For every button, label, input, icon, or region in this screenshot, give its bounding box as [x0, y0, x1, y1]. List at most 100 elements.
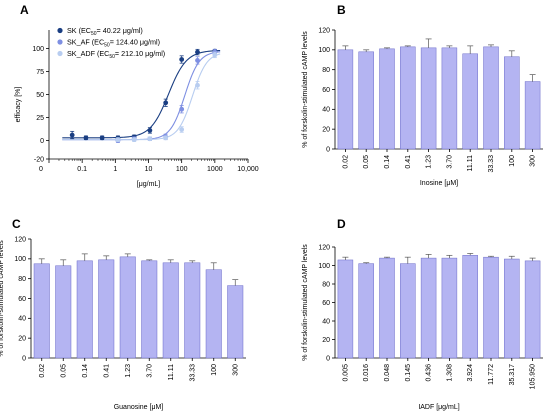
x-tick-label: 1 [113, 166, 117, 173]
x-tick-label: 100 [509, 155, 516, 167]
data-point [147, 128, 153, 133]
panel-d: D 0 20 40 60 80 100 120 0.005 0.016 0.048 0.145 0.43… [302, 217, 543, 411]
bar [379, 257, 395, 359]
bar [524, 81, 541, 150]
panel-b: B 0 20 40 60 80 100 120 0.02 0.05 0.14 0.41 1.23 3.70… [302, 3, 543, 187]
legend-entry: SK_ADF (EC50= 212.10 μg/ml) [67, 49, 165, 60]
data-point [69, 132, 75, 138]
data-point [147, 136, 153, 142]
bar [441, 257, 458, 359]
y-tick-label: 25 [36, 115, 44, 122]
legend-ec50: = 212.10 μg/ml) [115, 49, 165, 58]
y-tick-label: 0 [326, 146, 330, 153]
bar [400, 46, 416, 150]
x-tick-label: 300 [232, 364, 239, 376]
bar [379, 48, 395, 150]
y-tick-label: 80 [18, 276, 26, 283]
bar [483, 46, 499, 150]
y-tick-label: 40 [18, 316, 26, 323]
bar [400, 263, 416, 359]
legend-subscript: 50 [109, 54, 115, 60]
legend-series-name: SK (EC [67, 26, 91, 35]
legend-series-name: SK_AF (EC [67, 38, 104, 47]
legend-marker [57, 39, 63, 45]
legend-entry: SK_AF (EC50= 124.40 μg/ml) [67, 38, 160, 49]
bar [441, 47, 458, 150]
data-point [163, 135, 169, 141]
x-tick-label: 10,000 [237, 166, 259, 173]
x-tick-label: 0.016 [363, 364, 370, 382]
x-tick-label: 10 [145, 166, 153, 173]
x-tick-label: 3.70 [146, 364, 153, 378]
data-point [195, 49, 200, 55]
y-tick-label: 100 [14, 256, 26, 263]
y-tick-label: 100 [32, 46, 44, 53]
y-tick-label: 60 [322, 87, 330, 94]
y-tick-label: 60 [18, 296, 26, 303]
bar [337, 259, 354, 359]
data-point [115, 137, 121, 143]
x-tick-label: 3.70 [446, 155, 453, 169]
bar [119, 256, 136, 359]
x-tick-label: 0.02 [39, 364, 46, 378]
data-point [212, 52, 218, 58]
data-point [179, 127, 185, 132]
x-tick-label: 33.33 [488, 155, 495, 173]
bar [55, 265, 72, 359]
x-tick-label: 0.02 [342, 155, 349, 169]
data-point [179, 106, 185, 112]
x-tick-label: 0.41 [103, 364, 110, 378]
fit-curve [62, 53, 221, 141]
legend-ec50: = 40.22 μg/ml) [97, 26, 143, 35]
panel-label: B [337, 3, 346, 17]
bar [420, 257, 437, 359]
y-tick-label: 80 [322, 67, 330, 74]
x-tick-label: 11.11 [168, 364, 175, 381]
y-tick-label: 40 [322, 318, 330, 325]
x-tick-label: 0.14 [384, 155, 391, 169]
x-tick-label: 105.950 [530, 364, 537, 389]
y-axis-label: % of forskolin-stimulated cAMP levels [302, 31, 309, 148]
x-axis-label: Guanosine [μM] [114, 404, 164, 411]
x-tick-label: 0.14 [82, 364, 89, 378]
legend-series-name: SK_ADF (EC [67, 49, 109, 58]
x-tick-label: 11.772 [488, 364, 495, 385]
y-tick-label: 100 [318, 263, 330, 270]
y-tick-label: 120 [318, 27, 330, 34]
panel-label: A [20, 3, 29, 17]
bar [205, 269, 222, 359]
x-tick-label: 33.33 [189, 364, 196, 382]
bar [358, 263, 374, 359]
y-axis-label: efficacy [%] [15, 87, 22, 123]
legend-marker [57, 50, 63, 57]
y-tick-label: 40 [322, 107, 330, 114]
y-tick-label: 100 [318, 47, 330, 54]
bar [141, 260, 158, 359]
x-tick-label: 1.23 [125, 364, 132, 378]
bar [524, 260, 541, 359]
fit-curve [62, 50, 221, 139]
bar [162, 262, 179, 359]
bar [462, 53, 478, 150]
legend-ec50: = 124.40 μg/ml) [110, 38, 160, 47]
bar [358, 51, 374, 150]
x-axis-label: Inosine [μM] [420, 180, 458, 187]
bar [462, 255, 478, 359]
bar [504, 56, 520, 150]
data-point [163, 100, 169, 106]
data-point [179, 57, 185, 62]
panel-c: C 0 20 40 60 80 100 120 0.02 0.05 0.14 0.41 1.23 3.70… [0, 217, 246, 411]
bar [420, 47, 437, 150]
data-point [195, 82, 200, 88]
x-tick-label: 1.23 [426, 155, 433, 169]
x-tick-label: 0.1 [77, 166, 87, 173]
x-tick-label: 3.924 [467, 364, 474, 382]
x-tick-label: 0.436 [426, 364, 433, 382]
x-tick-label: 300 [530, 155, 537, 167]
legend-subscript: 50 [91, 31, 97, 37]
panel-label: D [337, 217, 346, 231]
y-tick-label: -20 [34, 156, 44, 163]
x-tick-label: 100 [211, 364, 218, 376]
